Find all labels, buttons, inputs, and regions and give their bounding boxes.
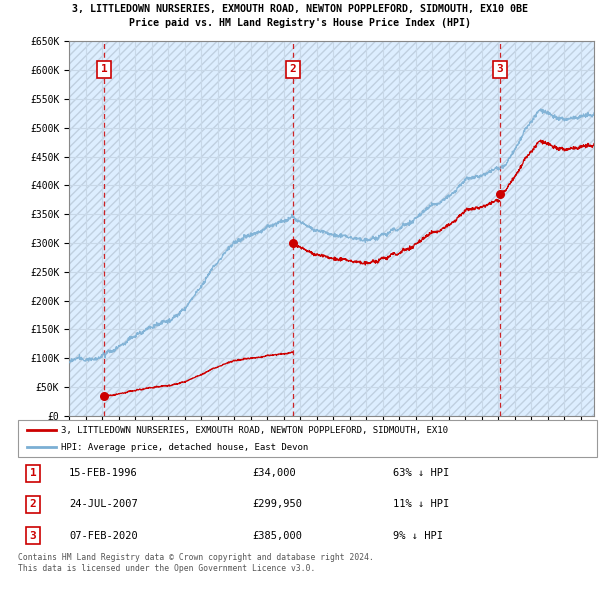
Text: HPI: Average price, detached house, East Devon: HPI: Average price, detached house, East…	[61, 442, 308, 452]
Text: Contains HM Land Registry data © Crown copyright and database right 2024.
This d: Contains HM Land Registry data © Crown c…	[18, 553, 374, 573]
Point	[99, 392, 109, 401]
Text: £385,000: £385,000	[252, 531, 302, 540]
Point	[495, 189, 505, 199]
Text: Price paid vs. HM Land Registry's House Price Index (HPI): Price paid vs. HM Land Registry's House …	[129, 18, 471, 28]
Text: 11% ↓ HPI: 11% ↓ HPI	[393, 500, 449, 509]
Text: 3: 3	[29, 531, 37, 540]
Text: 2: 2	[29, 500, 37, 509]
Text: 9% ↓ HPI: 9% ↓ HPI	[393, 531, 443, 540]
Text: 3, LITTLEDOWN NURSERIES, EXMOUTH ROAD, NEWTON POPPLEFORD, SIDMOUTH, EX10: 3, LITTLEDOWN NURSERIES, EXMOUTH ROAD, N…	[61, 425, 448, 435]
Text: 3, LITTLEDOWN NURSERIES, EXMOUTH ROAD, NEWTON POPPLEFORD, SIDMOUTH, EX10 0BE: 3, LITTLEDOWN NURSERIES, EXMOUTH ROAD, N…	[72, 4, 528, 14]
Text: 1: 1	[101, 64, 107, 74]
Point	[288, 238, 298, 248]
Text: 24-JUL-2007: 24-JUL-2007	[69, 500, 138, 509]
Text: 3: 3	[497, 64, 503, 74]
Text: 63% ↓ HPI: 63% ↓ HPI	[393, 468, 449, 478]
Text: 2: 2	[289, 64, 296, 74]
Text: 07-FEB-2020: 07-FEB-2020	[69, 531, 138, 540]
Text: £34,000: £34,000	[252, 468, 296, 478]
Text: £299,950: £299,950	[252, 500, 302, 509]
Text: 1: 1	[29, 468, 37, 478]
Text: 15-FEB-1996: 15-FEB-1996	[69, 468, 138, 478]
